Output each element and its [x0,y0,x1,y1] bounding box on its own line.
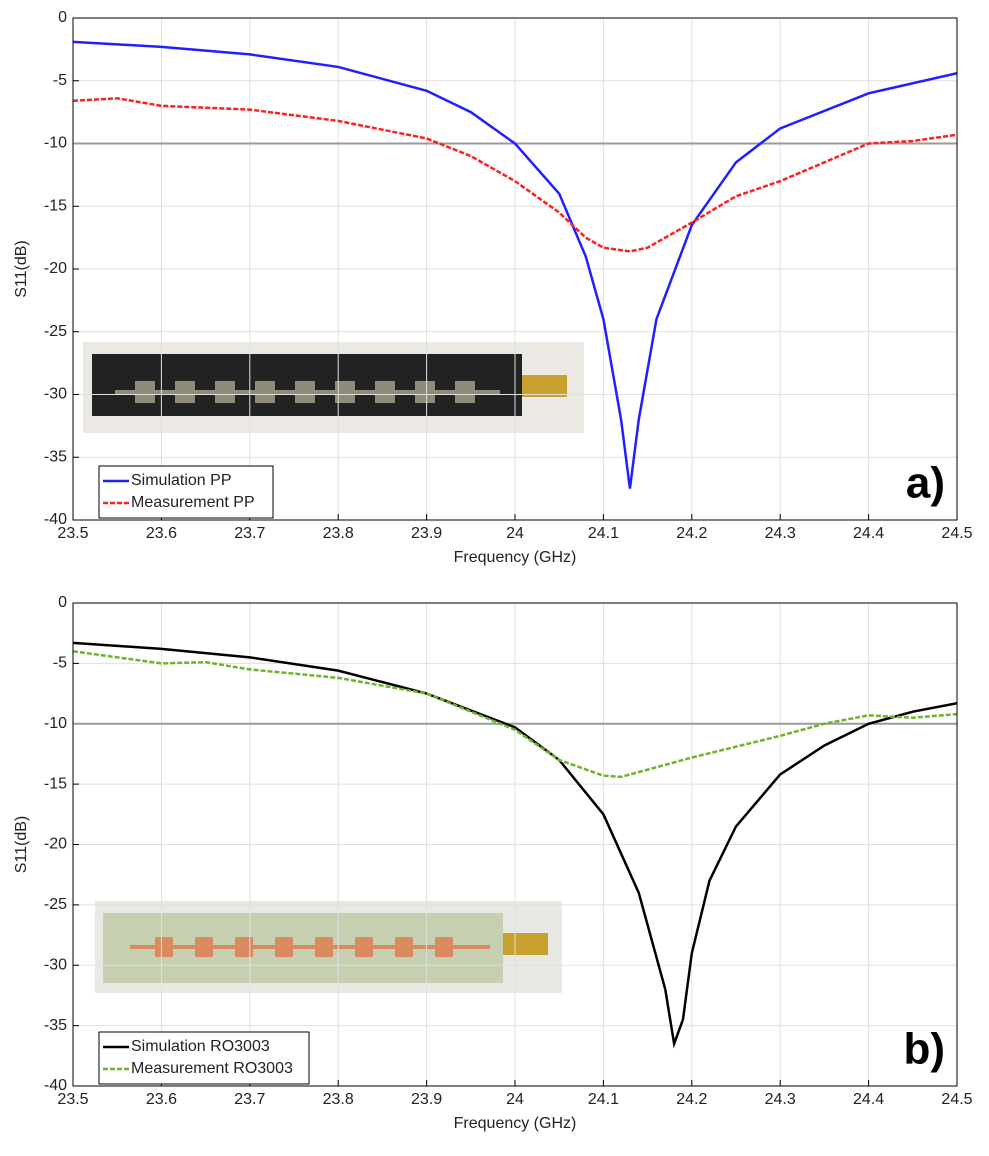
y-tick-label: -40 [44,1077,67,1094]
panel: 23.5 23.6 23.7 23.8 23.9 24 24.1 24.2 24.3 24.4 24… [13,9,972,566]
legend-label: Simulation RO3003 [131,1038,270,1055]
x-tick-label: 24.4 [853,1091,884,1108]
y-axis-label: S11(dB) [13,816,30,874]
plot-frame [72,17,958,521]
y-tick-label: -15 [44,197,67,214]
x-tick-label: 24.1 [588,1091,619,1108]
legend: Simulation PP Measurement PP [98,465,274,519]
y-axis-label: S11(dB) [13,240,30,298]
y-tick-label: -5 [53,72,67,89]
x-axis-label: Frequency (GHz) [454,1115,577,1132]
x-tick-label: 23.9 [411,525,442,542]
y-tick-label: -35 [44,448,67,465]
x-tick-label: 23.8 [323,525,354,542]
y-tick-label: -20 [44,260,67,277]
y-tick-label: -30 [44,386,67,403]
x-tick-label: 23.5 [57,525,88,542]
x-tick-label: 23.6 [146,525,177,542]
x-tick-label: 24.5 [941,525,972,542]
x-tick-label: 23.8 [323,1091,354,1108]
y-tick-label: -5 [53,655,67,672]
y-tick-label: -10 [44,135,67,152]
y-tick-label: -10 [44,715,67,732]
legend-box [98,465,274,519]
data-line [73,641,957,1049]
x-tick-label: 24 [506,525,524,542]
legend-label: Measurement PP [131,494,255,511]
y-tick-label: -20 [44,836,67,853]
legend-label: Simulation PP [131,472,232,489]
x-tick-label: 24.2 [676,525,707,542]
data-line [73,40,957,489]
y-tick-label: 0 [58,9,67,26]
x-tick-label: 24.2 [676,1091,707,1108]
y-tick-label: -25 [44,323,67,340]
antenna-photo [95,901,562,993]
x-tick-label: 23.6 [146,1091,177,1108]
plot-frame [72,602,958,1087]
antenna-photo [83,342,584,433]
y-tick-label: -35 [44,1017,67,1034]
panel-label: b) [903,1025,945,1074]
x-tick-label: 24.3 [765,525,796,542]
data-line [73,650,957,779]
y-tick-label: -40 [44,511,67,528]
data-line [73,97,957,253]
x-tick-label: 23.5 [57,1091,88,1108]
legend: Simulation RO3003 Measurement RO3003 [98,1031,310,1085]
y-tick-label: 0 [58,594,67,611]
panel: 23.5 23.6 23.7 23.8 23.9 24 24.1 24.2 24.3 24.4 24… [13,594,972,1132]
x-axis-label: Frequency (GHz) [454,549,577,566]
x-tick-label: 24.5 [941,1091,972,1108]
x-tick-label: 23.7 [234,1091,265,1108]
x-tick-label: 23.7 [234,525,265,542]
x-tick-label: 23.9 [411,1091,442,1108]
x-tick-label: 24.3 [765,1091,796,1108]
y-tick-label: -25 [44,896,67,913]
y-tick-label: -15 [44,775,67,792]
legend-box [98,1031,310,1085]
legend-label: Measurement RO3003 [131,1060,293,1077]
x-tick-label: 24 [506,1091,524,1108]
panel-label: a) [906,459,945,508]
y-tick-label: -30 [44,956,67,973]
x-tick-label: 24.4 [853,525,884,542]
x-tick-label: 24.1 [588,525,619,542]
